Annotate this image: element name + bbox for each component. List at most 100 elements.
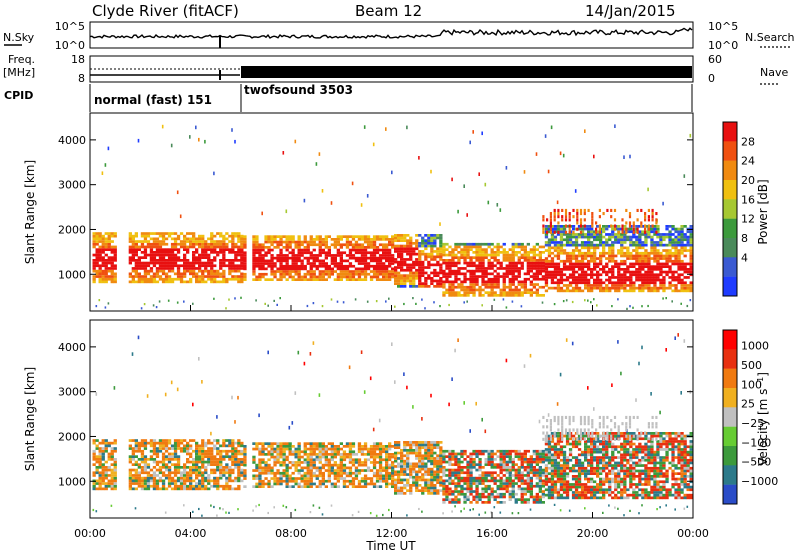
heatmap-cell (602, 287, 605, 290)
heatmap-cell (292, 270, 295, 273)
heatmap-cell (587, 230, 590, 233)
heatmap-cell (629, 257, 632, 260)
heatmap-cell (114, 248, 117, 251)
heatmap-cell (231, 455, 234, 458)
heatmap-cell (593, 268, 596, 271)
heatmap-cell (258, 472, 261, 475)
heatmap-cell (150, 450, 153, 453)
heatmap-cell (373, 268, 376, 271)
heatmap-cell (557, 279, 560, 282)
heatmap-cell (587, 249, 590, 252)
heatmap-cell (261, 480, 264, 483)
heatmap-cell (370, 243, 373, 246)
heatmap-cell (539, 286, 542, 289)
heatmap-cell (403, 239, 406, 242)
heatmap-cell (596, 236, 599, 239)
heatmap-cell (298, 461, 301, 464)
heatmap-cell (572, 241, 575, 244)
heatmap-cell (183, 485, 186, 488)
heatmap-cell (481, 278, 484, 281)
heatmap-cell (171, 238, 174, 241)
heatmap-cell (469, 270, 472, 273)
heatmap-cell (575, 257, 578, 260)
heatmap-cell (129, 281, 132, 284)
heatmap-cell (307, 475, 310, 478)
heatmap-cell (231, 488, 234, 491)
heatmap-cell (379, 442, 382, 445)
heatmap-cell (210, 463, 213, 466)
heatmap-cell (346, 260, 349, 263)
heatmap-cell (310, 254, 313, 257)
heatmap-cell (183, 262, 186, 265)
heatmap-cell (418, 282, 421, 285)
heatmap-cell (545, 265, 548, 268)
heatmap-cell (111, 240, 114, 243)
heatmap-cell (656, 236, 659, 239)
heatmap-cell (608, 238, 611, 241)
heatmap-cell (352, 450, 355, 453)
heatmap-cell (376, 445, 379, 448)
heatmap-cell (521, 243, 524, 246)
heatmap-cell (409, 463, 412, 466)
heatmap-cell (361, 350, 363, 354)
heatmap-cell (418, 476, 421, 479)
heatmap-cell (295, 278, 298, 281)
heatmap-cell (563, 244, 566, 247)
heatmap-cell (608, 290, 611, 293)
heatmap-cell (548, 276, 551, 279)
heatmap-cell (174, 463, 177, 466)
heatmap-cell (626, 308, 628, 310)
heatmap-cell (409, 258, 412, 261)
heatmap-cell (433, 465, 436, 468)
heatmap-cell (605, 284, 608, 287)
heatmap-cell (93, 232, 96, 235)
heatmap-cell (138, 259, 141, 262)
heatmap-cell (442, 248, 445, 251)
heatmap-cell (340, 475, 343, 478)
heatmap-cell (310, 450, 313, 453)
heatmap-cell (355, 251, 358, 254)
heatmap-cell (557, 287, 560, 290)
heatmap-cell (575, 238, 578, 241)
heatmap-cell (460, 267, 463, 270)
heatmap-cell (343, 450, 346, 453)
heatmap-cell (207, 243, 210, 246)
heatmap-cell (617, 273, 620, 276)
heatmap-cell (243, 246, 246, 249)
heatmap-cell (373, 442, 376, 445)
heatmap-cell (629, 215, 631, 218)
heatmap-cell (466, 270, 469, 273)
heatmap-cell (210, 471, 213, 474)
colorbar-tick-label: 20 (741, 174, 755, 187)
heatmap-cell (436, 444, 439, 447)
heatmap-cell (352, 461, 355, 464)
heatmap-cell (690, 287, 693, 290)
heatmap-cell (153, 232, 156, 235)
heatmap-cell (605, 252, 608, 255)
heatmap-cell (656, 244, 659, 247)
heatmap-cell (313, 475, 316, 478)
heatmap-cell (439, 465, 442, 468)
heatmap-cell (454, 256, 457, 259)
heatmap-cell (358, 442, 361, 445)
heatmap-cell (690, 225, 693, 228)
heatmap-cell (243, 477, 246, 480)
heatmap-cell (264, 238, 267, 241)
heatmap-cell (192, 259, 195, 262)
heatmap-cell (391, 273, 394, 276)
heatmap-cell (177, 235, 180, 238)
heatmap-cell (108, 442, 111, 445)
heatmap-cell (165, 455, 168, 458)
heatmap-cell (647, 281, 650, 284)
heatmap-cell (403, 468, 406, 471)
heatmap-cell (451, 493, 454, 496)
heatmap-cell (108, 474, 111, 477)
heatmap-cell (316, 235, 319, 238)
heatmap-cell (96, 254, 99, 257)
heatmap-cell (551, 257, 554, 260)
heatmap-cell (231, 463, 234, 466)
heatmap-cell (500, 246, 503, 249)
heatmap-cell (554, 268, 557, 271)
heatmap-cell (403, 446, 406, 449)
heatmap-cell (485, 248, 488, 251)
